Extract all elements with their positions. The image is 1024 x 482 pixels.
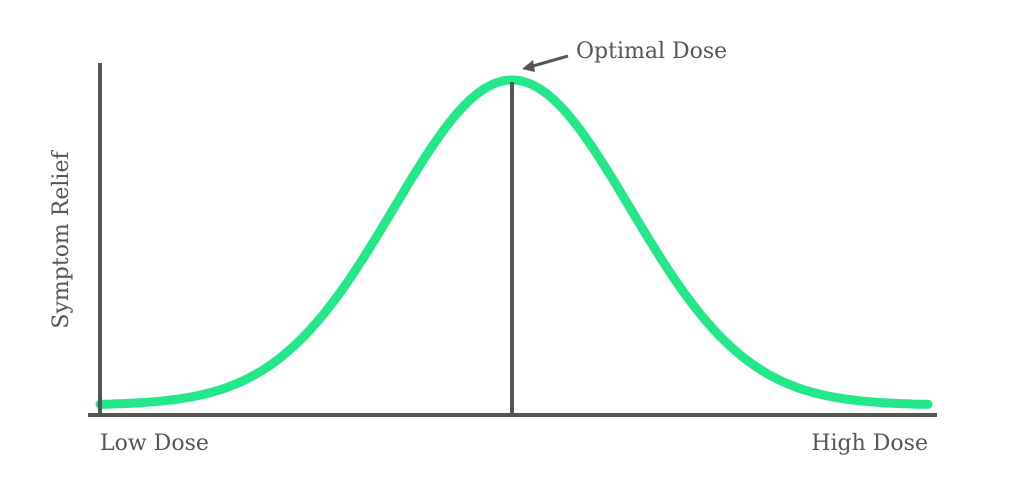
bell-curve: [95, 75, 933, 409]
arrow-head: [522, 60, 535, 72]
y-axis-label: Symptom Relief: [49, 150, 74, 329]
high-dose-label: High Dose: [811, 431, 928, 456]
low-dose-label: Low Dose: [100, 431, 209, 456]
annotation: Optimal Dose: [576, 39, 727, 64]
